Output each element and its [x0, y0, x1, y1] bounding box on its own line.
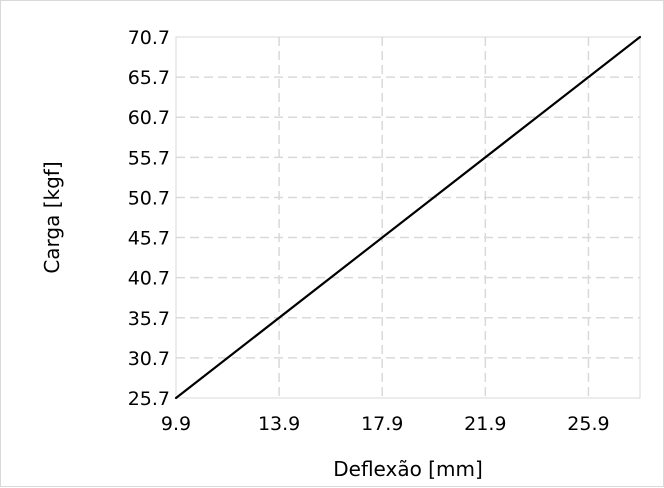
y-tick-label: 45.7	[128, 228, 170, 250]
x-axis-title: Deflexão [mm]	[333, 457, 483, 481]
series-line	[174, 35, 642, 400]
x-tick-label: 21.9	[464, 413, 506, 435]
y-tick-label: 65.7	[128, 67, 170, 89]
grid	[176, 37, 640, 398]
plot-area	[175, 36, 641, 399]
x-tick-label: 13.9	[258, 413, 300, 435]
y-tick-label: 55.7	[128, 147, 170, 169]
y-axis-ticks: 25.7 30.7 35.7 40.7 45.7 50.7 55.7 60.7 65.7 70.7	[128, 27, 170, 410]
series-layer	[174, 35, 642, 400]
y-tick-label: 25.7	[128, 388, 170, 410]
y-tick-label: 60.7	[128, 107, 170, 129]
y-tick-label: 70.7	[128, 27, 170, 49]
x-tick-label: 25.9	[567, 413, 609, 435]
x-tick-label: 9.9	[161, 413, 191, 435]
y-tick-label: 50.7	[128, 187, 170, 209]
x-tick-label: 17.9	[361, 413, 403, 435]
x-axis-ticks: 9.9 13.9 17.9 21.9 25.9	[161, 413, 610, 435]
y-tick-label: 40.7	[128, 268, 170, 290]
y-tick-label: 30.7	[128, 348, 170, 370]
y-tick-label: 35.7	[128, 308, 170, 330]
y-axis-title: Carga [kgf]	[40, 161, 64, 273]
